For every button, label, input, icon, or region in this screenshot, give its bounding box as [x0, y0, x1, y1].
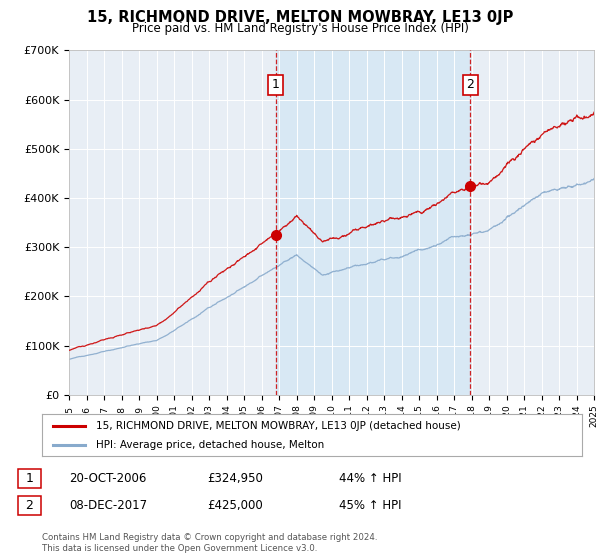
Text: £425,000: £425,000	[207, 498, 263, 512]
Text: 2: 2	[25, 498, 34, 512]
Text: 15, RICHMOND DRIVE, MELTON MOWBRAY, LE13 0JP: 15, RICHMOND DRIVE, MELTON MOWBRAY, LE13…	[87, 10, 513, 25]
Text: 15, RICHMOND DRIVE, MELTON MOWBRAY, LE13 0JP (detached house): 15, RICHMOND DRIVE, MELTON MOWBRAY, LE13…	[96, 421, 461, 431]
Text: 1: 1	[272, 78, 280, 91]
Text: HPI: Average price, detached house, Melton: HPI: Average price, detached house, Melt…	[96, 440, 324, 450]
Text: 08-DEC-2017: 08-DEC-2017	[69, 498, 147, 512]
Text: £324,950: £324,950	[207, 472, 263, 486]
Text: 20-OCT-2006: 20-OCT-2006	[69, 472, 146, 486]
Text: 44% ↑ HPI: 44% ↑ HPI	[339, 472, 401, 486]
Text: 45% ↑ HPI: 45% ↑ HPI	[339, 498, 401, 512]
Text: Contains HM Land Registry data © Crown copyright and database right 2024.
This d: Contains HM Land Registry data © Crown c…	[42, 534, 377, 553]
Text: Price paid vs. HM Land Registry's House Price Index (HPI): Price paid vs. HM Land Registry's House …	[131, 22, 469, 35]
Bar	[275, 50, 470, 395]
Text: 1: 1	[25, 472, 34, 486]
Text: 2: 2	[466, 78, 474, 91]
